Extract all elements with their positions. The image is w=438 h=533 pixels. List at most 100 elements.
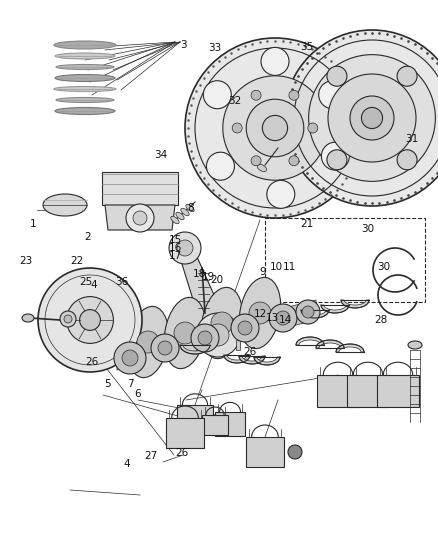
Text: 25: 25 [79, 278, 92, 287]
Text: 30: 30 [377, 262, 390, 271]
Polygon shape [301, 310, 329, 318]
Text: 11: 11 [283, 262, 296, 271]
Circle shape [397, 150, 417, 170]
Polygon shape [347, 375, 389, 407]
Circle shape [262, 116, 288, 141]
Polygon shape [321, 305, 349, 313]
Circle shape [296, 300, 320, 324]
Text: 6: 6 [134, 390, 141, 399]
Ellipse shape [127, 306, 169, 377]
Text: 36: 36 [115, 278, 128, 287]
Text: 32: 32 [228, 96, 241, 106]
Circle shape [133, 211, 147, 225]
Polygon shape [239, 356, 265, 364]
Circle shape [327, 66, 347, 86]
Circle shape [289, 156, 299, 166]
Circle shape [397, 66, 417, 86]
Circle shape [80, 310, 100, 330]
Circle shape [191, 324, 219, 352]
Ellipse shape [239, 277, 281, 349]
Polygon shape [254, 357, 280, 365]
Text: 2: 2 [84, 232, 91, 242]
Text: 16: 16 [169, 243, 182, 253]
Circle shape [261, 47, 289, 75]
Circle shape [126, 204, 154, 232]
Text: 33: 33 [208, 43, 221, 53]
Polygon shape [377, 375, 419, 407]
Polygon shape [296, 337, 324, 345]
Circle shape [238, 321, 252, 335]
Text: 20: 20 [211, 275, 224, 285]
Circle shape [122, 350, 138, 366]
Circle shape [60, 311, 76, 327]
Circle shape [246, 99, 304, 157]
Circle shape [319, 80, 347, 109]
Circle shape [269, 304, 297, 332]
Circle shape [327, 150, 347, 170]
Text: 12: 12 [254, 310, 267, 319]
Polygon shape [105, 205, 175, 230]
Polygon shape [236, 340, 240, 350]
Text: 30: 30 [361, 224, 374, 234]
Circle shape [64, 315, 72, 323]
Circle shape [321, 142, 350, 170]
Text: 4: 4 [124, 459, 131, 469]
Circle shape [196, 313, 240, 357]
Text: 23: 23 [20, 256, 33, 266]
Polygon shape [246, 437, 284, 467]
Text: 17: 17 [169, 251, 182, 261]
Text: 1: 1 [29, 219, 36, 229]
Ellipse shape [22, 314, 34, 322]
Text: 3: 3 [180, 41, 187, 50]
Circle shape [177, 240, 193, 256]
Circle shape [151, 334, 179, 362]
Circle shape [267, 180, 295, 208]
Circle shape [289, 90, 299, 100]
Text: 14: 14 [279, 315, 292, 325]
Text: 18: 18 [193, 270, 206, 279]
Circle shape [198, 331, 212, 345]
Circle shape [232, 123, 242, 133]
Ellipse shape [164, 297, 206, 369]
Circle shape [288, 445, 302, 459]
Text: 28: 28 [374, 315, 388, 325]
Polygon shape [341, 300, 369, 308]
Text: 26: 26 [175, 448, 188, 458]
Ellipse shape [408, 341, 422, 349]
Circle shape [38, 268, 142, 372]
Circle shape [284, 30, 438, 206]
Ellipse shape [171, 216, 179, 224]
Text: 31: 31 [405, 134, 418, 143]
Polygon shape [102, 172, 178, 205]
Bar [265, 218, 425, 302]
Ellipse shape [43, 194, 87, 216]
Text: 7: 7 [127, 379, 134, 389]
Ellipse shape [201, 287, 243, 359]
Circle shape [231, 314, 259, 342]
Ellipse shape [55, 75, 115, 82]
Polygon shape [317, 375, 359, 407]
Circle shape [185, 38, 365, 218]
Text: 8: 8 [187, 203, 194, 213]
Polygon shape [166, 418, 204, 448]
Text: 13: 13 [266, 313, 279, 322]
Text: 9: 9 [259, 267, 266, 277]
Text: 19: 19 [201, 272, 215, 282]
Circle shape [137, 331, 159, 353]
Text: 26: 26 [243, 347, 256, 357]
Circle shape [251, 156, 261, 166]
Circle shape [114, 342, 146, 374]
Circle shape [276, 311, 290, 325]
Text: 35: 35 [300, 42, 313, 52]
Circle shape [249, 302, 271, 324]
Circle shape [251, 90, 261, 100]
Circle shape [328, 74, 416, 162]
Ellipse shape [54, 86, 116, 92]
Circle shape [174, 322, 196, 344]
Polygon shape [177, 248, 232, 335]
Ellipse shape [258, 164, 267, 172]
Polygon shape [215, 412, 245, 436]
Text: 15: 15 [169, 235, 182, 245]
Circle shape [158, 341, 172, 355]
Ellipse shape [56, 98, 114, 102]
